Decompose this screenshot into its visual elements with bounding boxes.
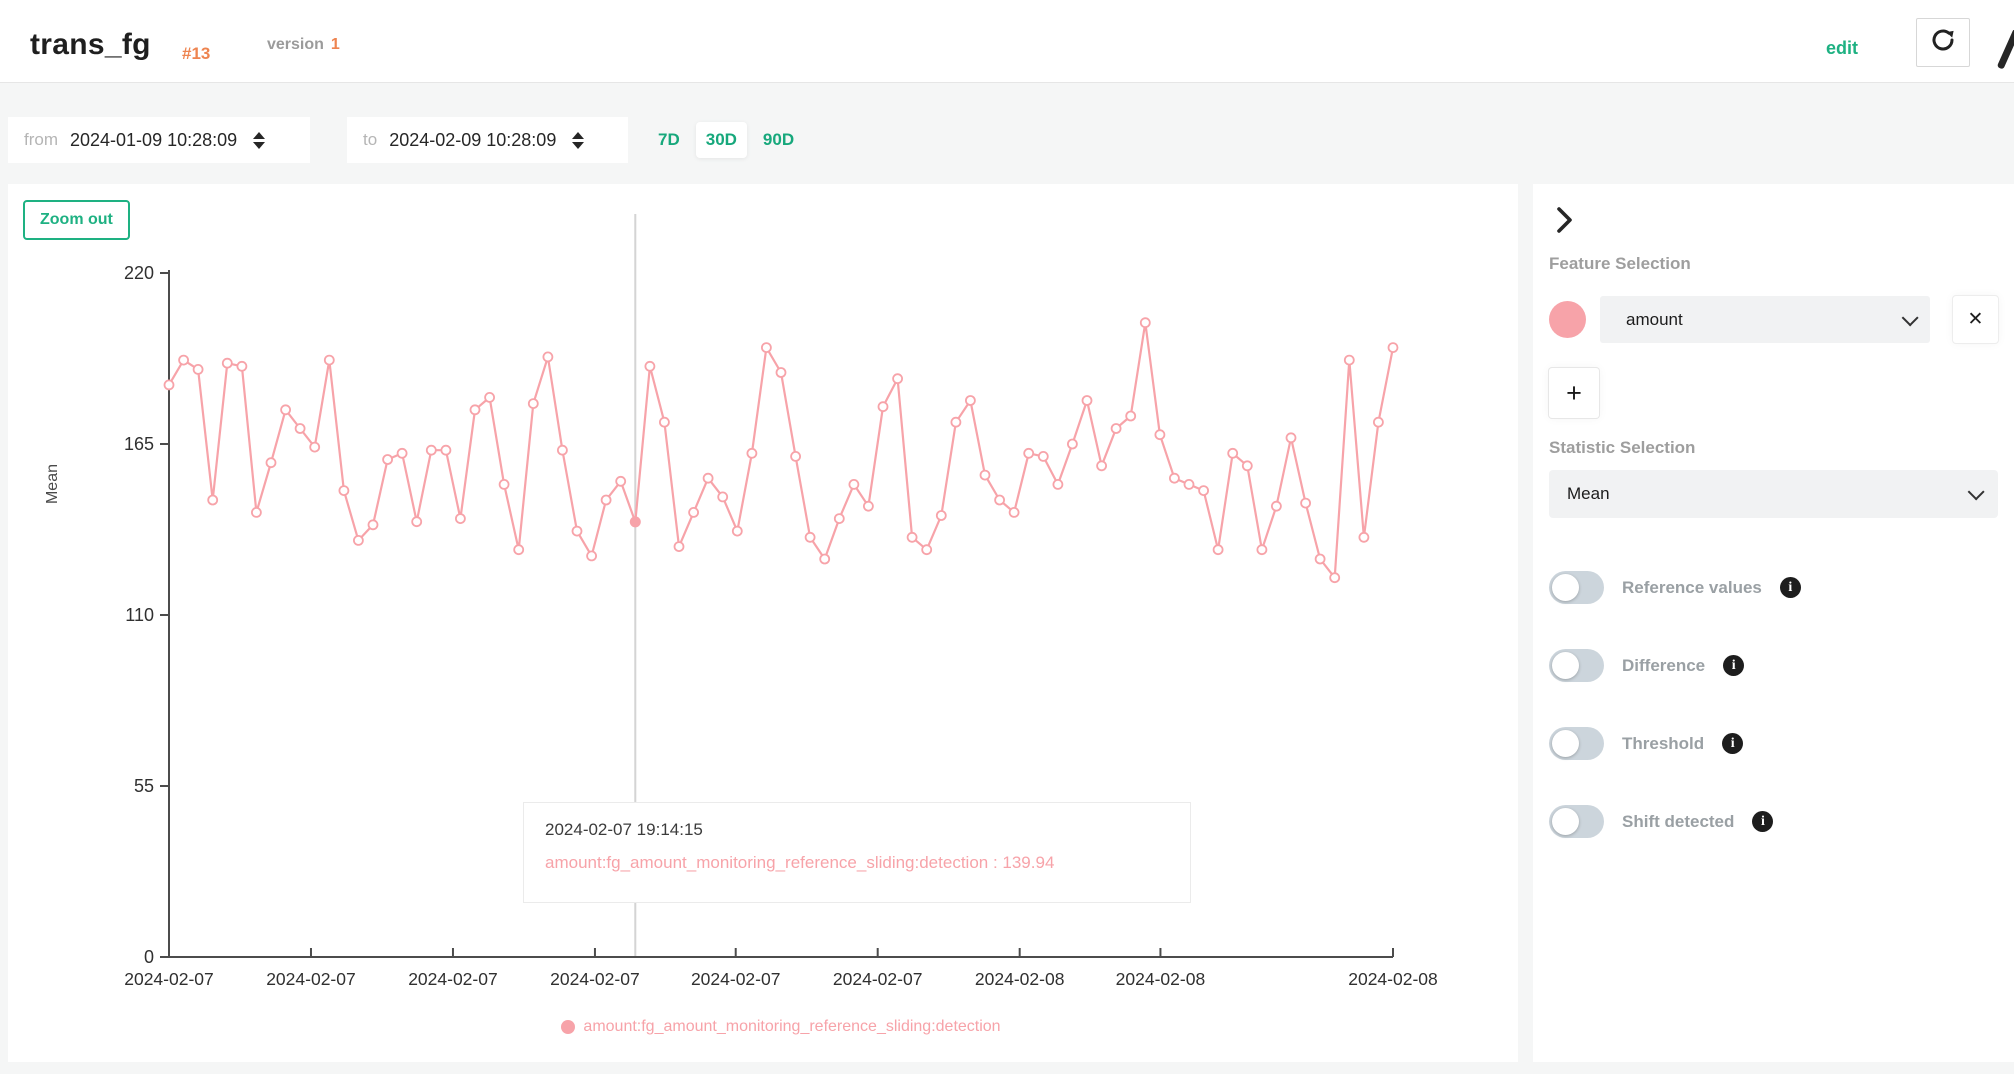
threshold-toggle[interactable] — [1549, 727, 1604, 760]
legend-label: amount:fg_amount_monitoring_reference_sl… — [583, 1018, 1001, 1035]
from-date-input[interactable]: from 2024-01-09 10:28:09 — [8, 117, 310, 163]
feature-selection-label: Feature Selection — [1549, 254, 1691, 273]
to-value: 2024-02-09 10:28:09 — [389, 129, 557, 150]
feature-select-value: amount — [1626, 309, 1683, 329]
feature-select[interactable]: amount — [1600, 296, 1930, 343]
refresh-button[interactable] — [1916, 18, 1970, 67]
collapse-sidebar-button[interactable] — [1553, 206, 1581, 234]
chart-tooltip: 2024-02-07 19:14:15 amount:fg_amount_mon… — [523, 802, 1191, 903]
chart-legend: amount:fg_amount_monitoring_reference_sl… — [169, 1018, 1393, 1036]
chevron-down-icon — [1901, 308, 1919, 326]
svg-text:2024-02-07: 2024-02-07 — [833, 969, 923, 989]
shift-detected-toggle[interactable] — [1549, 805, 1604, 838]
difference-toggle[interactable] — [1549, 649, 1604, 682]
legend-item[interactable]: amount:fg_amount_monitoring_reference_sl… — [561, 1018, 1001, 1036]
page-header: trans_fg #13 version 1 edit — [0, 0, 2014, 83]
reference-values-toggle[interactable] — [1549, 571, 1604, 604]
info-icon[interactable] — [1723, 655, 1745, 676]
chevron-right-icon — [1553, 207, 1575, 238]
svg-text:220: 220 — [124, 263, 154, 283]
settings-sidebar: Feature Selection amount ✕ + Statistic S… — [1533, 184, 2014, 1062]
threshold-row: Threshold — [1549, 727, 1744, 760]
toggle-knob — [1552, 808, 1579, 835]
to-label: to — [363, 130, 378, 149]
svg-text:2024-02-08: 2024-02-08 — [975, 969, 1065, 989]
tooltip-timestamp: 2024-02-07 19:14:15 — [545, 820, 703, 839]
toggle-label: Reference values — [1622, 577, 1762, 597]
refresh-icon — [1929, 26, 1957, 59]
chevron-down-icon — [1967, 483, 1985, 501]
range-7d-button[interactable]: 7D — [658, 130, 680, 149]
zoom-out-button[interactable]: Zoom out — [23, 200, 130, 240]
toggle-knob — [1552, 574, 1579, 601]
tooltip-series-value: amount:fg_amount_monitoring_reference_sl… — [545, 853, 1055, 872]
legend-dot-icon — [561, 1020, 576, 1034]
svg-text:2024-02-08: 2024-02-08 — [1348, 969, 1438, 989]
from-value: 2024-01-09 10:28:09 — [70, 129, 238, 150]
toggle-label: Threshold — [1622, 733, 1705, 753]
svg-text:2024-02-07: 2024-02-07 — [124, 969, 214, 989]
chart-panel: 0 55 110 165 220 2024-02-07 2024-02-07 2024-02-… — [8, 184, 1518, 1062]
toggle-label: Difference — [1622, 655, 1706, 675]
feature-color-dot — [1549, 301, 1586, 338]
line-chart-canvas[interactable]: 0 55 110 165 220 2024-02-07 2024-02-07 2024-02-… — [8, 184, 1518, 1062]
toggle-knob — [1552, 730, 1579, 757]
close-icon: ✕ — [1967, 309, 1984, 330]
info-icon[interactable] — [1779, 577, 1801, 598]
svg-text:2024-02-07: 2024-02-07 — [408, 969, 498, 989]
reference-values-row: Reference values — [1549, 571, 1801, 604]
version-label: version 1 — [267, 36, 340, 53]
add-feature-button[interactable]: + — [1549, 368, 1599, 418]
svg-text:0: 0 — [144, 947, 154, 967]
statistic-selection-label: Statistic Selection — [1549, 438, 1696, 457]
shift-detected-row: Shift detected — [1549, 805, 1774, 838]
remove-feature-button[interactable]: ✕ — [1953, 296, 1998, 343]
feature-group-id-badge: #13 — [182, 44, 211, 63]
svg-text:2024-02-08: 2024-02-08 — [1116, 969, 1206, 989]
time-range-buttons: 7D 30D 90D — [648, 112, 804, 168]
version-value: 1 — [330, 36, 340, 53]
info-icon[interactable] — [1722, 733, 1744, 754]
page-title: trans_fg — [30, 28, 151, 61]
toggle-knob — [1552, 652, 1579, 679]
edit-button[interactable]: edit — [1826, 38, 1859, 58]
svg-text:2024-02-07: 2024-02-07 — [266, 969, 356, 989]
feature-row: amount ✕ — [1549, 296, 1998, 343]
range-90d-button[interactable]: 90D — [762, 130, 795, 149]
date-stepper-icon[interactable] — [253, 131, 266, 149]
date-stepper-icon[interactable] — [572, 131, 585, 149]
svg-text:55: 55 — [134, 776, 154, 796]
range-30d-button[interactable]: 30D — [695, 122, 747, 158]
cutoff-edge-icon — [1997, 30, 2014, 70]
svg-text:110: 110 — [125, 605, 154, 625]
statistic-select[interactable]: Mean — [1549, 470, 1998, 518]
statistic-select-value: Mean — [1567, 484, 1610, 503]
toggle-label: Shift detected — [1622, 811, 1735, 831]
from-label: from — [24, 130, 58, 149]
to-date-input[interactable]: to 2024-02-09 10:28:09 — [347, 117, 628, 163]
info-icon[interactable] — [1752, 811, 1774, 832]
svg-text:2024-02-07: 2024-02-07 — [550, 969, 640, 989]
svg-text:Mean: Mean — [44, 464, 61, 504]
difference-row: Difference — [1549, 649, 1745, 682]
svg-text:2024-02-07: 2024-02-07 — [691, 969, 781, 989]
svg-text:165: 165 — [124, 434, 154, 454]
